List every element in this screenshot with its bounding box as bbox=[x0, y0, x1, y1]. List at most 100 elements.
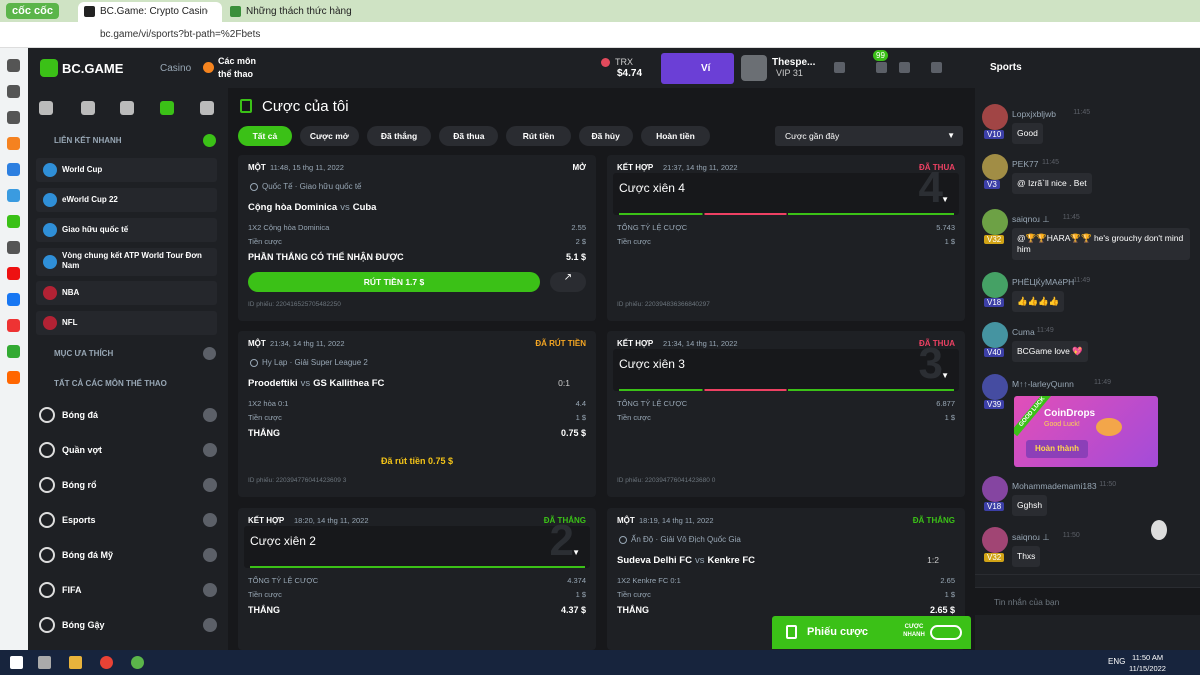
bet-card[interactable]: MỘT 11:48, 15 thg 11, 2022 MỞ Quốc Tế · Gia… bbox=[238, 155, 596, 321]
chat-user[interactable]: Cuma bbox=[1012, 327, 1035, 337]
browser-side-icon[interactable] bbox=[7, 137, 20, 150]
header-icon[interactable] bbox=[899, 62, 910, 73]
add-button[interactable] bbox=[203, 618, 217, 632]
quick-link[interactable]: World Cup bbox=[36, 158, 217, 182]
quick-link[interactable]: Vòng chung kết ATP World Tour Đơn Nam bbox=[36, 248, 217, 276]
coindrop-card[interactable]: GOOD LUCK CoinDrops Good Luck! Hoàn thành bbox=[1014, 396, 1158, 467]
betslip-bar[interactable]: Phiếu cược CƯỢC NHANH bbox=[772, 616, 971, 649]
chat-bubble: Gghsh bbox=[1012, 495, 1048, 516]
filter-tab[interactable]: Đã hủy bbox=[578, 126, 633, 146]
coindrop-button[interactable]: Hoàn thành bbox=[1026, 440, 1088, 458]
browser-side-icon[interactable] bbox=[7, 111, 20, 124]
taskbar-icon[interactable] bbox=[38, 656, 51, 669]
sort-dropdown[interactable]: Cược gần đây ▼ bbox=[775, 126, 963, 146]
row-label: Tiền cược bbox=[617, 413, 651, 422]
add-button[interactable] bbox=[203, 478, 217, 492]
wallet-button[interactable]: Ví bbox=[661, 53, 734, 84]
bet-card[interactable]: KẾT HỢP 18:20, 14 thg 11, 2022 ĐÃ THẮNG 2 Cư… bbox=[238, 508, 596, 650]
chat-user[interactable]: saiqnoɹ ⊥ bbox=[1012, 532, 1050, 542]
flag-icon bbox=[43, 316, 57, 330]
leg-bar bbox=[250, 566, 585, 568]
logo[interactable]: BC.GAME bbox=[62, 61, 124, 76]
sport-label[interactable]: Bóng đá Mỹ bbox=[62, 550, 113, 560]
filter-tab[interactable]: Đã thắng bbox=[366, 126, 432, 146]
taskbar-icon[interactable] bbox=[69, 656, 82, 669]
browser-side-icon[interactable] bbox=[7, 241, 20, 254]
chat-input[interactable] bbox=[975, 587, 1200, 615]
browser-side-icon[interactable] bbox=[7, 215, 20, 228]
sport-label[interactable]: Bóng rổ bbox=[62, 480, 97, 490]
add-button[interactable] bbox=[203, 513, 217, 527]
taskbar-icon[interactable] bbox=[100, 656, 113, 669]
row-value: 4.4 bbox=[575, 399, 586, 408]
browser-side-icon[interactable] bbox=[7, 189, 20, 202]
filter-tab[interactable]: Cược mở bbox=[299, 126, 359, 146]
add-button[interactable] bbox=[203, 443, 217, 457]
taskbar-icon[interactable] bbox=[131, 656, 144, 669]
bet-type: MỘT bbox=[248, 339, 266, 348]
user-name[interactable]: Thespe... bbox=[772, 57, 816, 68]
team: Proodeftiki bbox=[248, 378, 298, 389]
quick-bet-toggle[interactable] bbox=[930, 625, 962, 640]
bet-card[interactable]: KẾT HỢP 21:34, 14 thg 11, 2022 ĐÃ THUA 3 Cượ… bbox=[607, 331, 965, 497]
chat-user[interactable]: PEK77 bbox=[1012, 159, 1039, 169]
chat-user[interactable]: M↑↑-larleyQuınn bbox=[1012, 379, 1074, 389]
row-value: 2.65 bbox=[940, 576, 955, 585]
browser-side-icon[interactable] bbox=[7, 371, 20, 384]
collapse-button[interactable] bbox=[203, 134, 216, 147]
header-icon[interactable] bbox=[931, 62, 942, 73]
add-button[interactable] bbox=[203, 347, 216, 360]
browser-side-icon[interactable] bbox=[7, 345, 20, 358]
url[interactable]: bc.game/vi/sports?bt-path=%2Fbets bbox=[100, 29, 261, 40]
quick-link[interactable]: Giao hữu quốc tế bbox=[36, 218, 217, 242]
browser-side-icon[interactable] bbox=[7, 293, 20, 306]
browser-side-icon[interactable] bbox=[7, 59, 20, 72]
browser-side-icon[interactable] bbox=[7, 319, 20, 332]
add-button[interactable] bbox=[203, 408, 217, 422]
browser-tab[interactable]: BC.Game: Crypto Casino Gam bbox=[78, 2, 222, 22]
filter-tab[interactable]: Tất cả bbox=[238, 126, 292, 146]
taskbar-icon[interactable] bbox=[10, 656, 23, 669]
chat-tab[interactable]: Sports bbox=[990, 62, 1022, 73]
casino-link[interactable]: Casino bbox=[160, 63, 192, 74]
browser-side-icon[interactable] bbox=[7, 267, 20, 280]
sidebar-nav-icon[interactable] bbox=[200, 101, 214, 115]
share-button[interactable]: ↗ bbox=[550, 272, 586, 292]
sidebar-nav-icon[interactable] bbox=[81, 101, 95, 115]
cashout-button[interactable]: RÚT TIỀN 1.7 $ bbox=[248, 272, 540, 292]
sidebar-nav-icon[interactable] bbox=[160, 101, 174, 115]
browser-side-icon[interactable] bbox=[7, 85, 20, 98]
chat-user[interactable]: saiqnoɹ ⊥ bbox=[1012, 214, 1050, 224]
filter-tab[interactable]: Hoàn tiền bbox=[640, 126, 711, 146]
chat-user[interactable]: PHЁЦЌуМАёРН bbox=[1012, 277, 1075, 287]
watermark: 2 bbox=[549, 516, 574, 565]
add-button[interactable] bbox=[203, 583, 217, 597]
filter-tab[interactable]: Đã thua bbox=[439, 126, 499, 146]
sports-link[interactable]: Các môn thể thao bbox=[218, 56, 257, 79]
browser-tab[interactable]: Những thách thức hàng ngà bbox=[224, 2, 368, 22]
add-button[interactable] bbox=[203, 548, 217, 562]
row-value: 1 $ bbox=[575, 590, 586, 599]
chat-user[interactable]: Mohammademami183 bbox=[1012, 481, 1097, 491]
sidebar-nav-icon[interactable] bbox=[120, 101, 134, 115]
sport-label[interactable]: Bóng Gậy bbox=[62, 620, 105, 630]
sport-label[interactable]: FIFA bbox=[62, 585, 82, 595]
sidebar-nav-icon[interactable] bbox=[39, 101, 53, 115]
watermark: 3 bbox=[918, 339, 943, 388]
quick-link[interactable]: NBA bbox=[36, 281, 217, 305]
quick-link[interactable]: eWorld Cup 22 bbox=[36, 188, 217, 212]
currency[interactable]: TRX bbox=[615, 57, 633, 67]
header-icon[interactable] bbox=[876, 62, 887, 73]
match-teams: Cộng hòa Dominica vs Cuba bbox=[248, 202, 376, 213]
sport-label[interactable]: Esports bbox=[62, 515, 96, 525]
sport-label[interactable]: Quần vợt bbox=[62, 445, 102, 455]
bet-card[interactable]: KẾT HỢP 21:37, 14 thg 11, 2022 ĐÃ THUA 4 Cượ… bbox=[607, 155, 965, 321]
chat-user[interactable]: Lopxjxbljwb bbox=[1012, 109, 1056, 119]
header-icon[interactable] bbox=[834, 62, 845, 73]
browser-side-icon[interactable] bbox=[7, 163, 20, 176]
sport-label[interactable]: Bóng đá bbox=[62, 410, 98, 420]
bet-card[interactable]: MỘT 21:34, 14 thg 11, 2022 ĐÃ RÚT TIỀN Hy L… bbox=[238, 331, 596, 497]
quick-link[interactable]: NFL bbox=[36, 311, 217, 335]
filter-label: Đã thắng bbox=[380, 131, 418, 141]
filter-tab[interactable]: Rút tiền bbox=[506, 126, 571, 146]
